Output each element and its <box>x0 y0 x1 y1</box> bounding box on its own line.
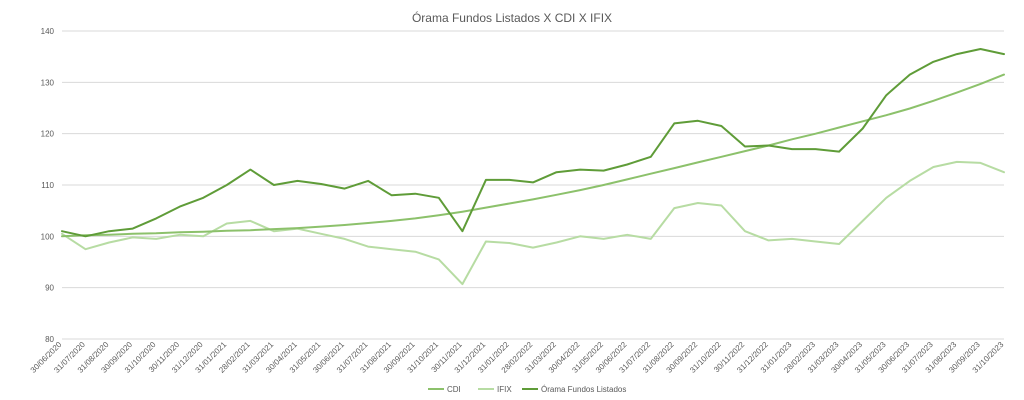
y-tick-label: 90 <box>45 284 54 293</box>
series-lines <box>61 48 1005 286</box>
y-tick-label: 120 <box>41 130 55 139</box>
series-line-1 <box>61 160 1005 286</box>
legend: CDI IFIX Órama Fundos Listados <box>428 385 626 394</box>
legend-label: CDI <box>447 385 461 394</box>
gridlines <box>62 30 1004 340</box>
legend-label: Órama Fundos Listados <box>541 385 626 394</box>
y-tick-label: 130 <box>41 78 55 87</box>
chart-title: Órama Fundos Listados X CDI X IFIX <box>412 10 612 25</box>
x-axis-ticks: 30/06/202031/07/202031/08/202030/09/2020… <box>29 340 1006 375</box>
y-tick-label: 80 <box>45 335 54 344</box>
y-tick-label: 110 <box>41 181 54 190</box>
y-tick-label: 140 <box>41 27 55 36</box>
y-tick-label: 100 <box>41 232 55 241</box>
legend-label: IFIX <box>497 385 512 394</box>
series-line-2 <box>61 48 1005 238</box>
y-axis-ticks: 80 90 100 110 120 130 140 <box>41 27 55 344</box>
series-line-0 <box>61 73 1005 238</box>
